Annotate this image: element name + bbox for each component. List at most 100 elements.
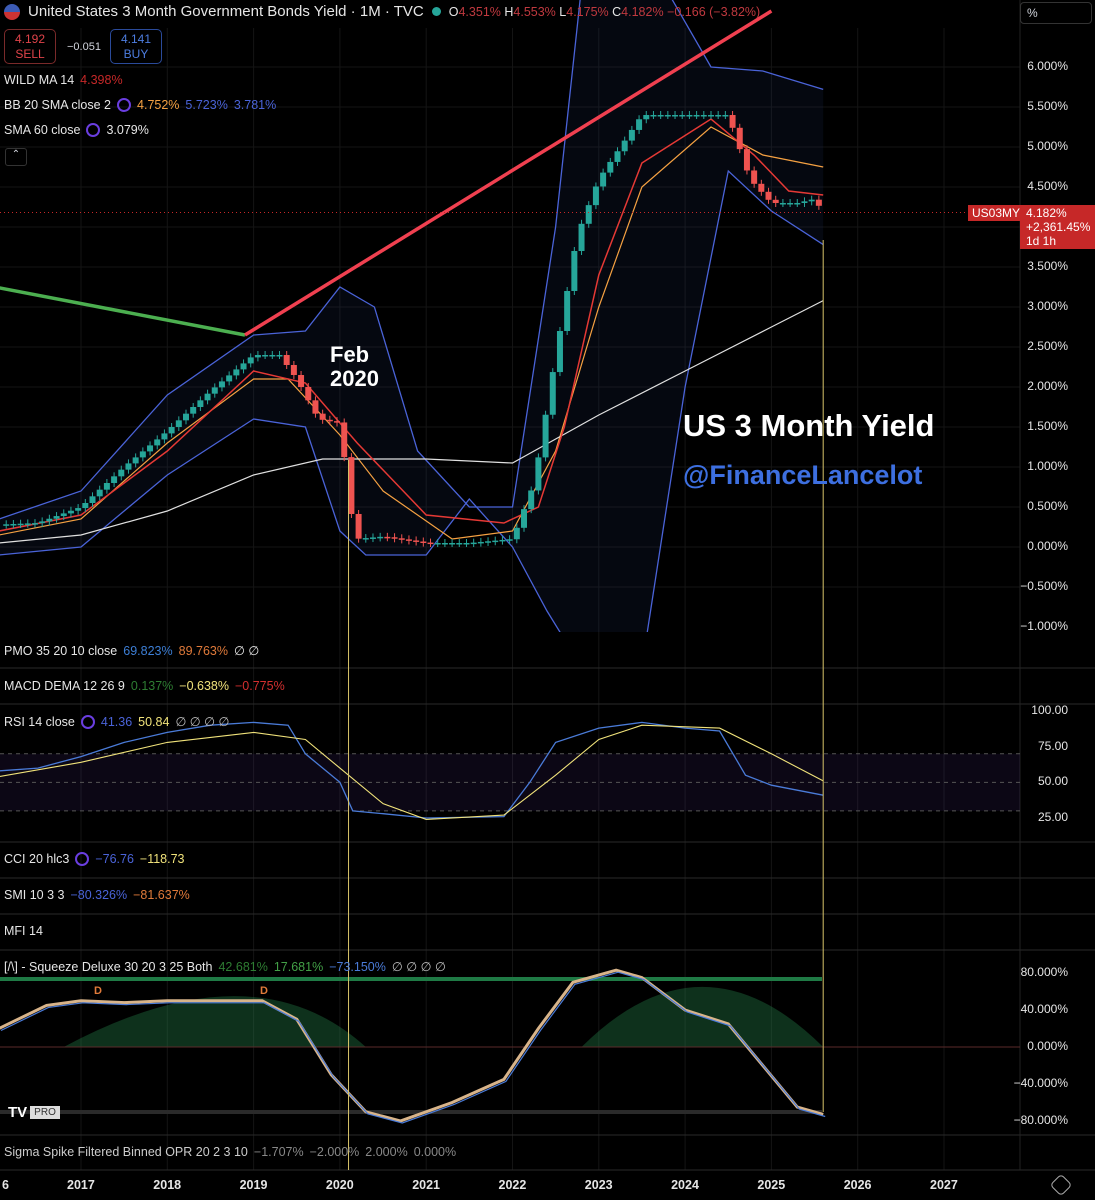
legend-value: −76.76 — [95, 852, 134, 866]
legend-name: CCI 20 hlc3 — [4, 852, 70, 866]
legend-sigma[interactable]: Sigma Spike Filtered Binned OPR 20 2 3 1… — [4, 1145, 456, 1159]
candle-body — [111, 476, 118, 483]
legend-value: −0.638% — [179, 679, 229, 693]
legend-value: 4.398% — [80, 73, 123, 87]
candle-body — [96, 489, 103, 497]
percent-scale-button[interactable]: % — [1020, 2, 1092, 24]
candle-body — [226, 375, 233, 382]
divergence-marker: D — [94, 985, 102, 997]
legend-name: BB 20 SMA close 2 — [4, 98, 112, 112]
legend-rsi[interactable]: RSI 14 close 41.36 50.84 ∅ ∅ ∅ ∅ — [4, 714, 229, 729]
legend-value: 2.000% — [365, 1145, 408, 1159]
candle-body — [154, 439, 161, 446]
squeeze-momentum-line — [0, 968, 824, 1123]
price-tick-label: 1.000% — [1027, 459, 1068, 473]
legend-macd[interactable]: MACD DEMA 12 26 9 0.137% −0.638% −0.775% — [4, 679, 285, 693]
spread: −0.051 — [67, 41, 101, 53]
candle-body — [477, 541, 484, 544]
price-tick-label: 4.500% — [1027, 179, 1068, 193]
candle-body — [679, 115, 686, 117]
squeeze-tick-label: 40.000% — [1020, 1002, 1068, 1016]
legend-pmo[interactable]: PMO 35 20 10 close 69.823% 89.763% ∅ ∅ — [4, 643, 260, 659]
sell-button[interactable]: 4.192 SELL — [4, 29, 56, 64]
legend-name: MACD DEMA 12 26 9 — [4, 679, 125, 693]
us-flag-icon — [4, 3, 20, 20]
candle-body — [614, 151, 621, 162]
price-tick-label: 3.000% — [1027, 299, 1068, 313]
buy-button[interactable]: 4.141 BUY — [110, 29, 162, 64]
legend-value: −80.326% — [70, 888, 128, 902]
legend-value: −118.73 — [139, 852, 185, 866]
legend-sma[interactable]: SMA 60 close 3.079% — [4, 123, 149, 137]
legend-cci[interactable]: CCI 20 hlc3 −76.76 −118.73 — [4, 852, 185, 866]
candle-body — [463, 543, 470, 545]
open-label: O — [448, 4, 459, 19]
time-tick-label: 2023 — [584, 1178, 613, 1192]
tradingview-logo: TV PRO — [8, 1104, 60, 1121]
legend-value: ∅ ∅ — [233, 644, 260, 658]
candle-body — [305, 387, 312, 401]
candle-body — [369, 537, 376, 539]
candle-body — [636, 119, 643, 130]
legend-mfi[interactable]: MFI 14 — [4, 924, 43, 938]
candle-body — [384, 536, 391, 539]
candle-body — [801, 201, 808, 203]
sync-icon — [75, 852, 90, 866]
candle-body — [262, 355, 269, 357]
squeeze-tick-label: 80.000% — [1020, 965, 1068, 979]
sma-60-line — [0, 300, 824, 544]
candle-body — [31, 523, 38, 525]
collapse-legend-icon[interactable]: ⌃ — [5, 148, 27, 166]
buy-label: BUY — [123, 47, 149, 61]
legend-name: SMI 10 3 3 — [4, 888, 65, 902]
rsi-tick-label: 75.00 — [1037, 738, 1068, 753]
last-price: 4.182% — [1026, 206, 1067, 220]
legend-squeeze[interactable]: [/\] - Squeeze Deluxe 30 20 3 25 Both 42.… — [4, 959, 446, 975]
candle-body — [729, 115, 736, 128]
chart-title: United States 3 Month Government Bonds Y… — [4, 3, 760, 20]
low-value: 4.175% — [566, 4, 609, 19]
price-tick-label: 3.500% — [1027, 259, 1068, 273]
legend-bb[interactable]: BB 20 SMA close 2 4.752% 5.723% 3.781% — [4, 98, 276, 112]
legend-smi[interactable]: SMI 10 3 3 −80.326% −81.637% — [4, 888, 190, 902]
candle-body — [398, 538, 405, 540]
candle-body — [283, 355, 290, 365]
green-trendline — [0, 286, 246, 337]
candle-body — [664, 115, 671, 117]
legend-wild-ma[interactable]: WILD MA 14 4.398% — [4, 73, 123, 87]
legend-name: Sigma Spike Filtered Binned OPR 20 2 3 1… — [4, 1145, 248, 1159]
candle-body — [672, 115, 679, 117]
candle-body — [578, 223, 585, 251]
annotation-year: 2020 — [330, 366, 379, 391]
legend-value: 50.84 — [138, 714, 170, 729]
price-tick-label: 2.500% — [1027, 339, 1068, 353]
candle-body — [707, 115, 714, 117]
candle-body — [362, 538, 369, 540]
legend-value: 5.723% — [185, 98, 228, 112]
candle-body — [197, 400, 204, 407]
candle-body — [772, 199, 779, 203]
squeeze-bottom-band — [0, 1110, 822, 1114]
candle-body — [528, 490, 535, 510]
sell-label: SELL — [15, 47, 45, 61]
close-value: 4.182% — [621, 4, 664, 19]
candle-body — [427, 542, 434, 545]
legend-value: 69.823% — [123, 643, 173, 658]
candle-body — [600, 172, 607, 187]
rsi-tick-label: 50.00 — [1037, 774, 1068, 789]
candle-body — [470, 542, 477, 545]
time-tick-label: 2025 — [757, 1178, 786, 1192]
time-tick-label: 2024 — [671, 1178, 699, 1192]
legend-value: 3.781% — [233, 98, 277, 112]
time-tick-label: 2017 — [67, 1178, 95, 1192]
time-tick-label: 2022 — [498, 1178, 527, 1192]
candle-body — [405, 539, 412, 541]
legend-value: −0.775% — [235, 679, 285, 693]
symbol-title[interactable]: United States 3 Month Government Bonds Y… — [28, 3, 424, 20]
price-tick-label: 6.000% — [1027, 59, 1068, 73]
candle-body — [190, 407, 197, 414]
candle-body — [82, 503, 89, 509]
candle-body — [355, 513, 362, 539]
candle-body — [46, 518, 53, 522]
